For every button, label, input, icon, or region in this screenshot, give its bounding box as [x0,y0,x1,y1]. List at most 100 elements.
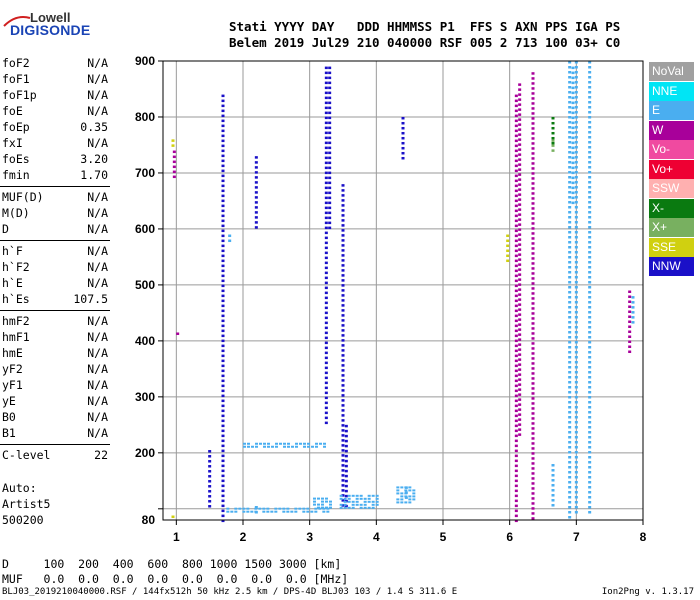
echo-point [518,178,522,181]
echo-point [208,480,212,483]
y-tick-label: 600 [135,222,155,236]
echo-point [208,470,212,473]
echo-point [221,404,225,408]
echo-point [531,112,535,115]
param-value: N/A [87,330,108,344]
band-point [234,507,238,510]
echo-point [221,234,225,238]
echo-point [568,391,572,394]
param-name: MUF(D) [2,190,44,204]
band-point [238,507,242,510]
echo-point [568,471,572,474]
echo-point [514,349,518,353]
param-value: N/A [87,88,108,102]
param-value: N/A [87,72,108,86]
echo-point [588,301,592,304]
echo-point [328,136,332,140]
echo-point [574,311,578,314]
band-point [275,442,278,445]
band-point [347,506,351,509]
echo-point [568,186,572,189]
echo-point [551,121,555,125]
echo-point [518,148,522,151]
band-point [263,442,266,445]
echo-point [518,348,522,351]
echo-point [628,315,632,318]
band-point [323,445,326,448]
echo-point [221,334,225,338]
band-point [318,507,322,510]
echo-point [531,187,535,190]
echo-point [341,359,345,362]
echo-point [514,194,518,198]
echo-point [208,495,212,498]
echo-point [574,171,578,174]
echo-point [328,66,332,70]
band-point [396,486,400,489]
echo-point [324,151,328,155]
param-value: N/A [87,314,108,328]
echo-point [574,241,578,244]
echo-point [574,231,578,234]
echo-point [341,234,345,237]
echo-point [531,252,535,255]
echo-point [588,416,592,419]
echo-point [341,479,345,482]
band-point [404,501,408,504]
band-point [291,445,294,448]
echo-point [531,287,535,290]
band-point [371,503,375,506]
echo-point [574,406,578,409]
echo-point [568,466,572,469]
echo-point [568,196,572,199]
echo-point [571,201,575,205]
echo-point [341,294,345,297]
echo-point [571,66,575,70]
param-row: hmE N/A [2,346,108,362]
echo-trace [571,66,575,205]
echo-point [531,247,535,250]
echo-point [221,294,225,298]
echo-point [344,489,348,493]
echo-point [341,419,345,422]
echo-point [588,501,592,504]
echo-point [571,156,575,160]
echo-point [574,86,578,89]
echo-point [341,474,345,477]
echo-point [571,106,575,110]
param-row: hmF1 N/A [2,330,108,346]
echo-point [568,261,572,264]
echo-point [531,117,535,120]
echo-point [341,259,345,262]
echo-point [588,266,592,269]
echo-point [574,146,578,149]
band-point [396,501,400,504]
echo-point [631,301,635,304]
echo-point [571,176,575,180]
echo-point [324,301,328,305]
echo-point [588,101,592,104]
echo-point [588,291,592,294]
echo-point [221,179,225,183]
echo-point [324,91,328,95]
echo-point [574,226,578,229]
echo-point [341,399,345,402]
echo-point [574,341,578,344]
band-point [412,492,416,495]
echo-point [574,121,578,124]
param-row: foEp 0.35 [2,120,108,136]
echo-point [568,361,572,364]
echo-point [574,471,578,474]
echo-point [628,305,632,308]
echo-point [574,201,578,204]
echo-point [574,361,578,364]
echo-point [514,209,518,213]
echo-point [514,279,518,283]
echo-point [324,256,328,260]
echo-point [574,386,578,389]
echo-point [518,93,522,96]
band-point [322,510,326,513]
echo-point [574,181,578,184]
echo-point [221,519,225,523]
echo-point [588,226,592,229]
